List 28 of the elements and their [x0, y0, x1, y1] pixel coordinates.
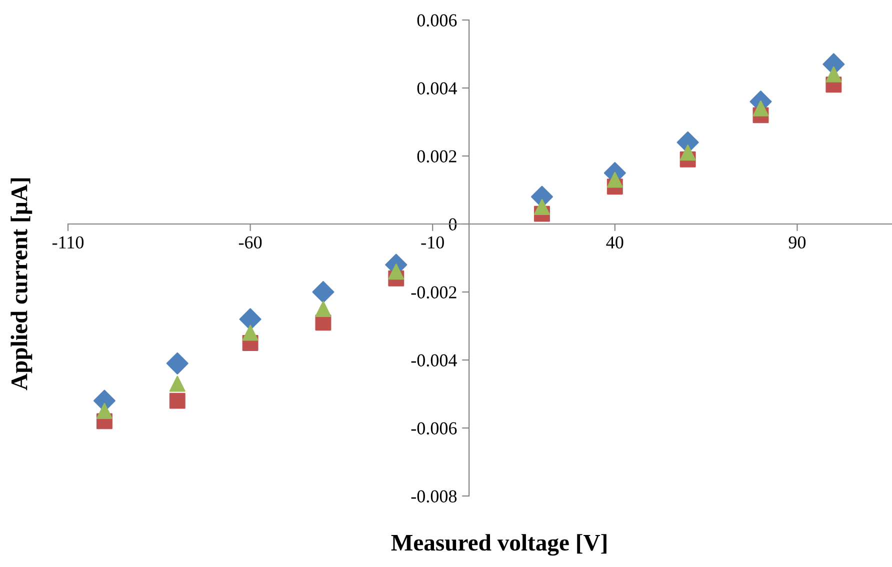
point	[96, 403, 112, 419]
y-tick-label: -0.004	[411, 354, 457, 367]
y-tick-label: 0.002	[417, 150, 456, 163]
x-tick-label: 40	[606, 236, 624, 249]
point	[239, 308, 262, 330]
point	[169, 376, 186, 392]
y-tick-label: 0.004	[417, 82, 457, 95]
point	[826, 66, 842, 82]
point	[606, 172, 623, 188]
x-tick-label: -10	[421, 236, 444, 249]
point	[752, 100, 769, 116]
point	[680, 144, 696, 161]
point	[388, 264, 404, 280]
x-tick-label: -110	[52, 236, 84, 249]
point	[169, 392, 186, 409]
x-tick-label: 90	[788, 236, 806, 249]
y-tick-label: -0.002	[411, 286, 456, 299]
y-tick-label: -0.006	[411, 422, 457, 435]
point	[312, 281, 334, 303]
point	[534, 199, 550, 215]
x-axis-title: Measured voltage [V]	[391, 534, 606, 556]
point	[166, 352, 188, 374]
y-axis-title: Applied current [µA]	[10, 178, 32, 390]
y-tick-label: 0.006	[417, 14, 457, 27]
point	[315, 301, 332, 317]
point	[242, 324, 258, 341]
y-tick-label: -0.008	[411, 490, 457, 503]
x-tick-label: -60	[238, 236, 262, 249]
